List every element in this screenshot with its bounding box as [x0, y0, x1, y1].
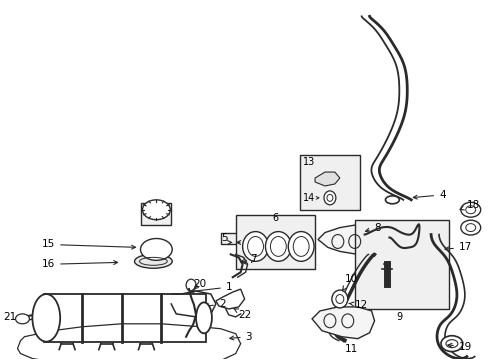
- Ellipse shape: [196, 302, 211, 333]
- Text: 1: 1: [190, 282, 232, 293]
- Polygon shape: [317, 225, 377, 255]
- Text: 5: 5: [236, 238, 252, 247]
- Text: 5: 5: [221, 233, 227, 243]
- Polygon shape: [311, 307, 374, 339]
- Text: 9: 9: [395, 312, 402, 322]
- Ellipse shape: [32, 294, 60, 342]
- Ellipse shape: [440, 336, 462, 352]
- Ellipse shape: [324, 191, 335, 205]
- Text: 2: 2: [204, 299, 225, 309]
- Text: 4: 4: [412, 190, 445, 200]
- Text: 21: 21: [3, 312, 22, 322]
- Ellipse shape: [142, 200, 170, 220]
- Text: 19: 19: [447, 342, 471, 352]
- Text: 12: 12: [348, 300, 367, 310]
- Text: 14: 14: [303, 193, 315, 203]
- Ellipse shape: [16, 314, 29, 324]
- Text: 17: 17: [444, 242, 471, 252]
- Ellipse shape: [134, 255, 172, 268]
- Text: 7: 7: [250, 255, 257, 264]
- Polygon shape: [314, 172, 339, 186]
- Ellipse shape: [288, 231, 313, 261]
- Text: 13: 13: [303, 157, 315, 167]
- Text: 3: 3: [229, 332, 252, 342]
- Text: 7: 7: [240, 255, 255, 265]
- Text: 20: 20: [193, 279, 206, 289]
- Ellipse shape: [460, 220, 480, 235]
- Ellipse shape: [385, 196, 399, 204]
- Bar: [235, 215, 314, 269]
- Bar: [300, 155, 359, 210]
- Bar: [354, 220, 448, 309]
- Text: 8: 8: [365, 222, 380, 233]
- Text: 6: 6: [272, 213, 278, 223]
- Ellipse shape: [460, 202, 480, 217]
- Ellipse shape: [140, 239, 172, 260]
- Bar: [44, 294, 205, 342]
- Text: 15: 15: [42, 239, 135, 249]
- Text: 16: 16: [42, 259, 118, 269]
- Bar: [221, 233, 240, 244]
- Ellipse shape: [265, 231, 291, 261]
- Text: 22: 22: [233, 309, 251, 320]
- Bar: [141, 203, 171, 225]
- Ellipse shape: [242, 231, 268, 261]
- Text: 18: 18: [459, 200, 479, 210]
- Text: 11: 11: [342, 338, 357, 354]
- Ellipse shape: [331, 290, 347, 308]
- Text: 10: 10: [342, 274, 357, 290]
